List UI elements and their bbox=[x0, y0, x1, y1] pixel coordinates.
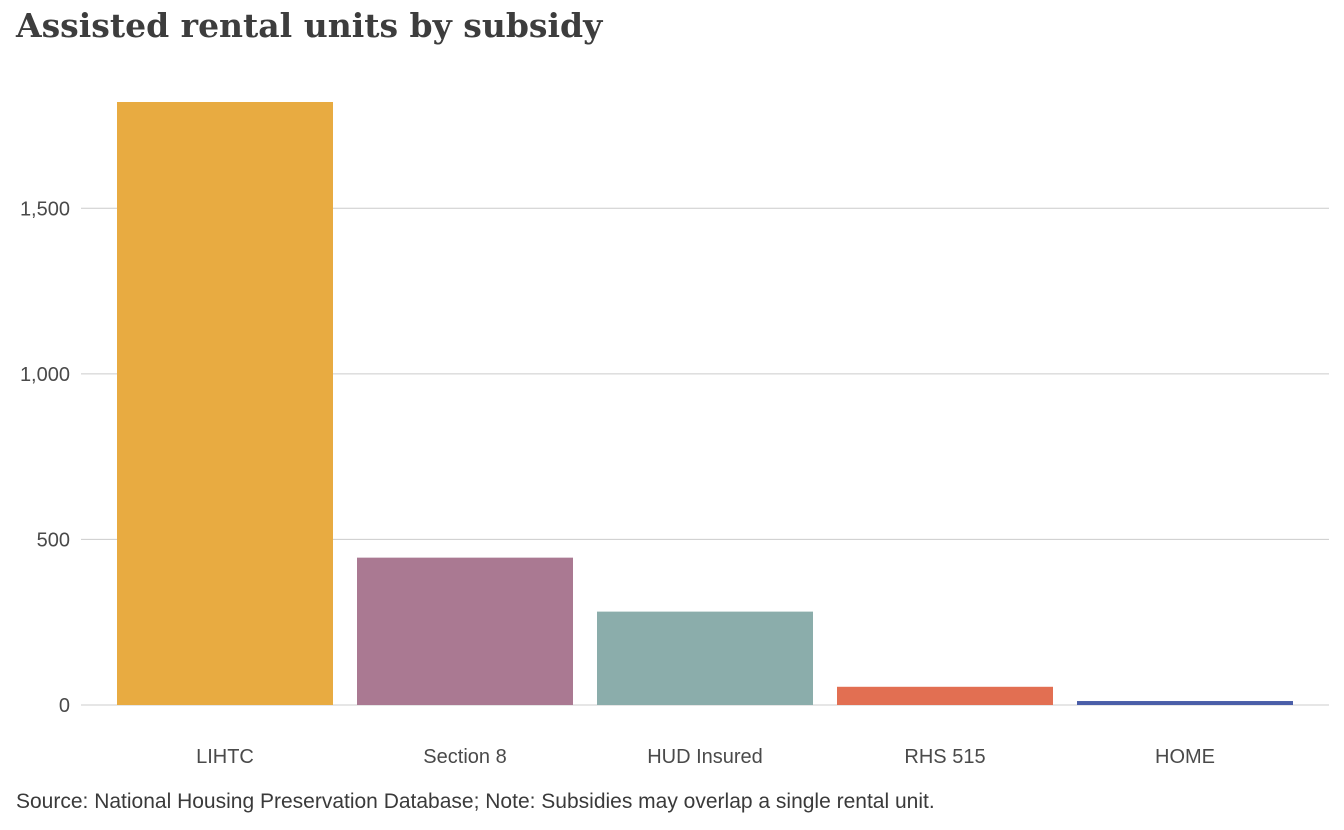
chart-title: Assisted rental units by subsidy bbox=[16, 6, 603, 45]
x-tick-label: HOME bbox=[1155, 746, 1215, 768]
y-axis-ticks: 0 500 1,000 1,500 bbox=[20, 198, 70, 717]
source-note: Source: National Housing Preservation Da… bbox=[16, 790, 935, 813]
y-tick-label: 1,500 bbox=[20, 198, 70, 220]
x-tick-label: HUD Insured bbox=[647, 746, 763, 768]
y-tick-label: 0 bbox=[59, 695, 70, 717]
bar-rhs-515 bbox=[837, 686, 1053, 705]
x-tick-label: Section 8 bbox=[423, 746, 506, 768]
y-tick-label: 1,000 bbox=[20, 364, 70, 386]
bars bbox=[117, 102, 1293, 705]
y-tick-label: 500 bbox=[37, 529, 70, 551]
x-axis-ticks: LIHTC Section 8 HUD Insured RHS 515 HOME bbox=[196, 746, 1215, 768]
bar-home bbox=[1077, 701, 1293, 705]
x-tick-label: LIHTC bbox=[196, 746, 254, 768]
bar-lihtc bbox=[117, 102, 333, 705]
bar-section-8 bbox=[357, 557, 573, 705]
x-tick-label: RHS 515 bbox=[904, 746, 985, 768]
bar-hud-insured bbox=[597, 611, 813, 705]
